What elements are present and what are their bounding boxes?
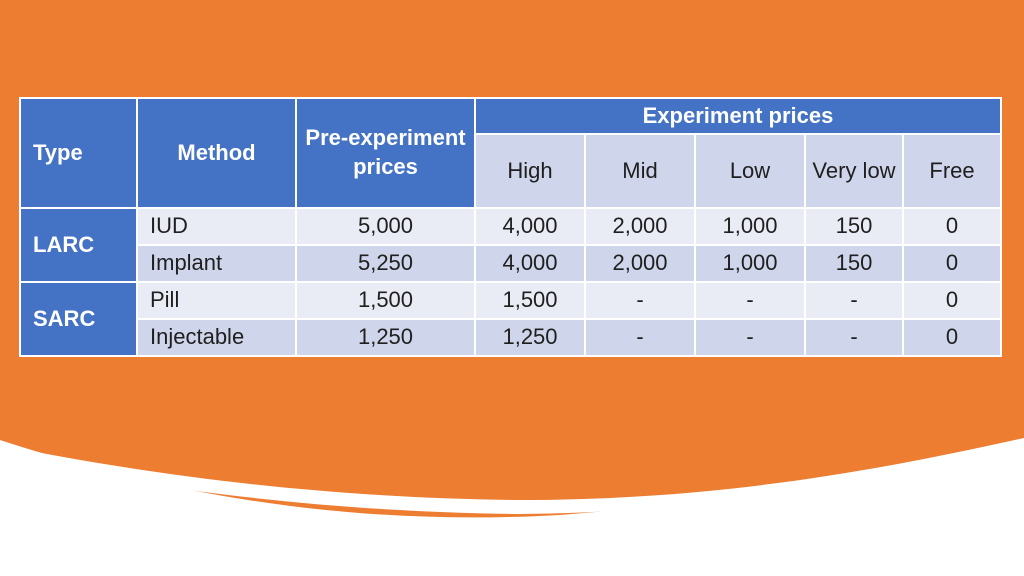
price-cell-low: 1,000 <box>694 244 806 283</box>
type-cell-sarc: SARC <box>19 281 138 357</box>
white-swoosh <box>0 438 1024 514</box>
price-cell-free: 0 <box>902 318 1002 357</box>
price-cell-free: 0 <box>902 244 1002 283</box>
method-cell: Implant <box>136 244 297 283</box>
price-cell-low: - <box>694 318 806 357</box>
price-cell-very-low: 150 <box>804 244 904 283</box>
pre-price-cell: 5,000 <box>295 207 476 246</box>
price-cell-free: 0 <box>902 281 1002 320</box>
header-high: High <box>474 133 586 209</box>
price-cell-low: - <box>694 281 806 320</box>
table-row: Implant 5,250 4,000 2,000 1,000 150 0 <box>20 244 1002 283</box>
price-cell-high: 4,000 <box>474 244 586 283</box>
header-very-low: Very low <box>804 133 904 209</box>
price-cell-high: 1,500 <box>474 281 586 320</box>
method-cell: Injectable <box>136 318 297 357</box>
method-cell: Pill <box>136 281 297 320</box>
price-cell-very-low: - <box>804 281 904 320</box>
pre-price-cell: 5,250 <box>295 244 476 283</box>
header-method: Method <box>136 97 297 209</box>
price-cell-high: 1,250 <box>474 318 586 357</box>
price-cell-free: 0 <box>902 207 1002 246</box>
method-cell: IUD <box>136 207 297 246</box>
price-table: Type Method Pre-experiment prices Experi… <box>19 97 1002 357</box>
price-cell-mid: 2,000 <box>584 207 696 246</box>
header-pre-experiment-prices: Pre-experiment prices <box>295 97 476 209</box>
price-cell-low: 1,000 <box>694 207 806 246</box>
header-free: Free <box>902 133 1002 209</box>
pre-price-cell: 1,250 <box>295 318 476 357</box>
table-row: LARC IUD 5,000 4,000 2,000 1,000 150 0 <box>19 207 1002 283</box>
header-low: Low <box>694 133 806 209</box>
header-type: Type <box>19 97 138 209</box>
pre-price-cell: 1,500 <box>295 281 476 320</box>
type-cell-larc: LARC <box>19 207 138 283</box>
price-cell-very-low: 150 <box>804 207 904 246</box>
price-cell-high: 4,000 <box>474 207 586 246</box>
price-cell-mid: - <box>584 281 696 320</box>
price-cell-very-low: - <box>804 318 904 357</box>
header-experiment-prices: Experiment prices <box>474 97 1002 135</box>
table-row: Injectable 1,250 1,250 - - - 0 <box>20 318 1002 357</box>
table-row: SARC Pill 1,500 1,500 - - - 0 <box>19 281 1002 357</box>
price-cell-mid: - <box>584 318 696 357</box>
header-mid: Mid <box>584 133 696 209</box>
price-cell-mid: 2,000 <box>584 244 696 283</box>
